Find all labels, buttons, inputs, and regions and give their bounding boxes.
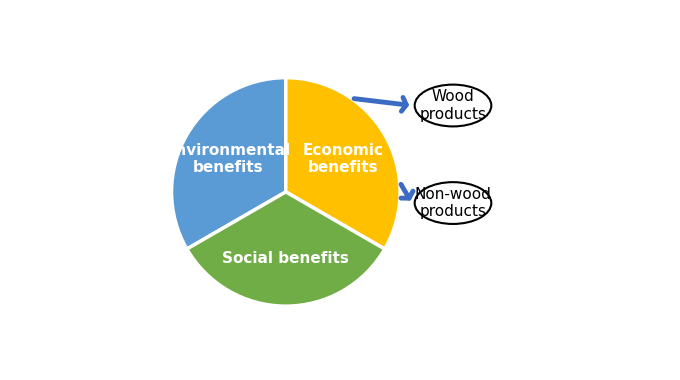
Text: Wood
products: Wood products [420,89,486,122]
Text: Economic
benefits: Economic benefits [303,142,384,175]
Ellipse shape [415,182,492,224]
Text: Environmental
benefits: Environmental benefits [166,142,291,175]
Text: Non-wood
products: Non-wood products [415,187,492,219]
Text: Social benefits: Social benefits [222,251,350,266]
Ellipse shape [415,85,492,127]
Wedge shape [171,78,286,249]
Wedge shape [286,78,400,249]
Wedge shape [187,192,385,306]
